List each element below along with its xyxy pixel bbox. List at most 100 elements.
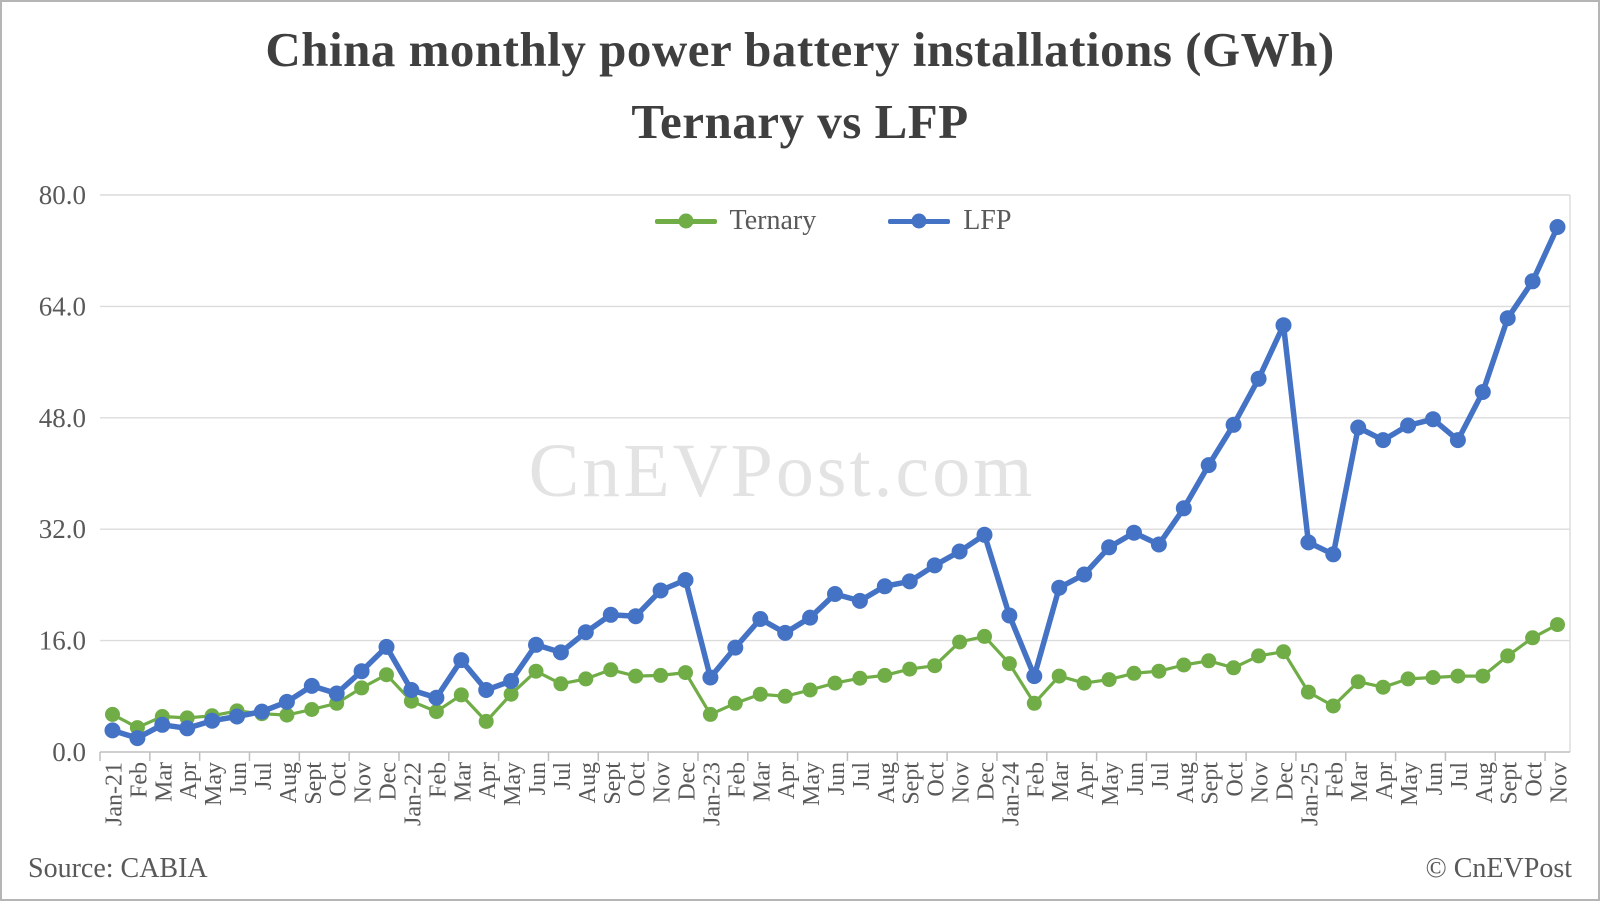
x-axis-label: Apr bbox=[475, 762, 501, 799]
data-point-ternary-Jun bbox=[1425, 670, 1441, 685]
data-point-ternary-May bbox=[802, 682, 818, 698]
data-point-lfp-May bbox=[802, 609, 819, 626]
x-axis-label: Feb bbox=[425, 762, 451, 798]
axis-layer: 0.016.032.048.064.080.0Jan-21FebMarAprMa… bbox=[39, 180, 1573, 826]
x-axis-label: May bbox=[500, 762, 526, 806]
x-axis-label: Aug bbox=[1472, 762, 1498, 803]
data-point-ternary-Nov bbox=[354, 680, 370, 696]
data-point-lfp-May bbox=[1400, 417, 1417, 434]
data-point-ternary-Aug bbox=[1176, 657, 1192, 673]
data-point-ternary-Dec bbox=[1276, 644, 1291, 660]
data-point-ternary-Oct bbox=[1525, 630, 1541, 646]
data-point-ternary-Mar bbox=[1350, 674, 1366, 690]
data-point-ternary-Sept bbox=[902, 661, 918, 677]
data-point-lfp-Apr bbox=[777, 624, 794, 641]
data-point-lfp-Aug bbox=[1175, 500, 1192, 517]
data-point-ternary-Mar bbox=[1051, 668, 1067, 684]
chart-legend: Ternary LFP bbox=[0, 205, 1600, 237]
data-point-lfp-Sept bbox=[303, 677, 320, 694]
data-point-ternary-Jan-23 bbox=[702, 706, 718, 722]
x-axis-label: Jan-24 bbox=[998, 762, 1024, 826]
y-axis-label: 48.0 bbox=[39, 403, 86, 433]
data-point-ternary-Apr bbox=[777, 688, 793, 704]
data-point-ternary-Sept bbox=[1500, 648, 1516, 664]
data-point-lfp-Dec bbox=[677, 572, 694, 588]
data-point-lfp-Jun bbox=[1126, 524, 1142, 541]
y-axis-label: 80.0 bbox=[39, 180, 86, 210]
y-axis-label: 16.0 bbox=[39, 626, 86, 656]
data-point-lfp-Jul bbox=[1150, 536, 1167, 553]
data-point-lfp-Oct bbox=[926, 557, 943, 574]
data-point-ternary-Dec bbox=[977, 628, 992, 644]
data-point-lfp-Feb bbox=[428, 689, 445, 706]
data-point-ternary-Jan-25 bbox=[1300, 684, 1316, 700]
data-point-ternary-Jan-22 bbox=[403, 693, 419, 709]
data-point-lfp-Feb bbox=[129, 730, 146, 747]
data-point-lfp-Jan-22 bbox=[403, 682, 420, 698]
x-axis-label: Jul bbox=[550, 762, 576, 790]
data-point-lfp-Jul bbox=[552, 644, 569, 661]
x-axis-label: Aug bbox=[1173, 762, 1199, 803]
y-axis-label: 0.0 bbox=[52, 737, 86, 767]
data-point-lfp-Jul bbox=[851, 592, 868, 609]
data-point-ternary-Jul bbox=[1151, 663, 1167, 679]
x-axis-label: Aug bbox=[276, 762, 302, 803]
x-axis-label: Apr bbox=[176, 762, 202, 799]
data-point-lfp-Jan-21 bbox=[104, 722, 121, 739]
data-point-ternary-Sept bbox=[603, 662, 619, 678]
x-axis-label: Sept bbox=[600, 762, 626, 805]
data-point-ternary-Jul bbox=[1450, 668, 1466, 684]
data-point-ternary-Nov bbox=[1251, 648, 1267, 664]
data-point-lfp-Feb bbox=[1325, 546, 1342, 563]
x-axis-label: Sept bbox=[1198, 762, 1224, 805]
data-point-lfp-Mar bbox=[1350, 419, 1367, 436]
x-axis-label: Jan-22 bbox=[400, 762, 426, 826]
x-axis-label: Mar bbox=[1048, 762, 1074, 802]
data-point-lfp-Nov bbox=[652, 582, 669, 599]
data-point-lfp-Dec bbox=[1275, 317, 1292, 334]
data-point-lfp-Aug bbox=[278, 693, 295, 710]
x-axis-label: Oct bbox=[326, 762, 352, 797]
x-axis-label: Feb bbox=[724, 762, 750, 798]
data-point-ternary-Mar bbox=[453, 687, 469, 703]
data-point-lfp-May bbox=[503, 673, 520, 689]
x-axis-label: Jun bbox=[1123, 762, 1149, 795]
copyright-attribution: © CnEVPost bbox=[1425, 853, 1572, 884]
data-point-ternary-Sept bbox=[1201, 653, 1217, 669]
x-axis-label: Oct bbox=[924, 762, 950, 797]
series-layer bbox=[104, 219, 1566, 747]
data-point-ternary-Nov bbox=[952, 634, 968, 650]
data-point-ternary-Mar bbox=[752, 686, 768, 702]
x-axis-label: Apr bbox=[774, 762, 800, 799]
x-axis-label: Oct bbox=[625, 762, 651, 797]
data-point-ternary-Apr bbox=[478, 713, 494, 729]
data-point-ternary-Feb bbox=[1026, 695, 1042, 711]
data-point-lfp-May bbox=[1101, 539, 1118, 556]
x-axis-label: Apr bbox=[1372, 762, 1398, 799]
x-axis-label: Mar bbox=[1347, 762, 1373, 802]
data-point-lfp-Mar bbox=[752, 611, 769, 627]
data-point-ternary-Jun bbox=[827, 675, 843, 691]
x-axis-label: Apr bbox=[1073, 762, 1099, 799]
data-point-ternary-Feb bbox=[1325, 698, 1341, 714]
x-axis-label: Nov bbox=[351, 762, 377, 803]
x-axis-label: Jun bbox=[824, 762, 850, 795]
x-axis-label: Jul bbox=[1447, 762, 1473, 790]
data-point-lfp-Jun bbox=[827, 586, 843, 602]
x-axis-label: Jun bbox=[1422, 762, 1448, 795]
data-point-lfp-May bbox=[204, 712, 221, 729]
x-axis-label: Jan-21 bbox=[101, 762, 127, 826]
data-point-ternary-Aug bbox=[279, 707, 295, 723]
data-point-ternary-Apr bbox=[1076, 675, 1092, 691]
x-axis-label: Dec bbox=[973, 762, 999, 801]
x-axis-label: Sept bbox=[301, 762, 327, 805]
x-axis-label: Jul bbox=[1148, 762, 1174, 790]
x-axis-label: Nov bbox=[1547, 762, 1573, 803]
x-axis-label: May bbox=[1397, 762, 1423, 806]
data-point-lfp-Sept bbox=[1200, 457, 1217, 474]
data-point-lfp-Feb bbox=[1026, 668, 1043, 685]
lfp-line-swatch bbox=[888, 213, 951, 229]
